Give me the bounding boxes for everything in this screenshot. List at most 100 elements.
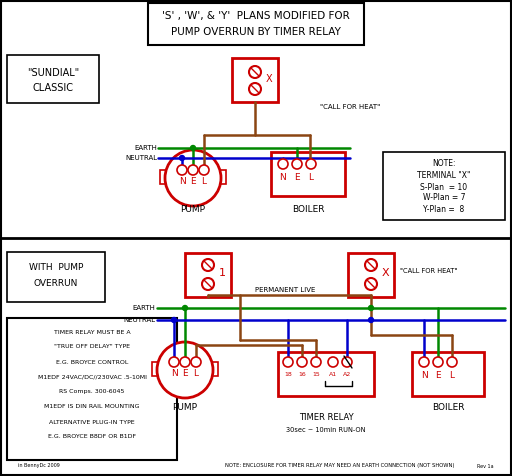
Bar xyxy=(148,3,364,45)
Text: M1EDF IS DIN RAIL MOUNTING: M1EDF IS DIN RAIL MOUNTING xyxy=(44,405,140,409)
Circle shape xyxy=(177,165,187,175)
Text: in BennyDc 2009: in BennyDc 2009 xyxy=(18,464,60,468)
Circle shape xyxy=(433,357,443,367)
Circle shape xyxy=(419,357,429,367)
Text: S-Plan  = 10: S-Plan = 10 xyxy=(420,182,467,191)
Text: E: E xyxy=(435,371,441,380)
Text: 'S' , 'W', & 'Y'  PLANS MODIFIED FOR: 'S' , 'W', & 'Y' PLANS MODIFIED FOR xyxy=(162,11,350,21)
Text: "CALL FOR HEAT": "CALL FOR HEAT" xyxy=(400,268,457,274)
Text: EARTH: EARTH xyxy=(134,145,157,151)
Text: ALTERNATIVE PLUG-IN TYPE: ALTERNATIVE PLUG-IN TYPE xyxy=(49,419,135,425)
Text: TIMER RELAY MUST BE A: TIMER RELAY MUST BE A xyxy=(54,329,131,335)
Text: NEUTRAL: NEUTRAL xyxy=(125,155,157,161)
Circle shape xyxy=(369,317,373,323)
Text: A1: A1 xyxy=(329,371,337,377)
Text: NOTE: ENCLOSURE FOR TIMER RELAY MAY NEED AN EARTH CONNECTION (NOT SHOWN): NOTE: ENCLOSURE FOR TIMER RELAY MAY NEED… xyxy=(225,464,455,468)
Text: N: N xyxy=(179,178,185,187)
Circle shape xyxy=(311,357,321,367)
Text: CLASSIC: CLASSIC xyxy=(32,83,74,93)
Text: L: L xyxy=(450,371,455,380)
Bar xyxy=(348,253,394,297)
Circle shape xyxy=(365,259,377,271)
Text: TERMINAL "X": TERMINAL "X" xyxy=(417,170,471,179)
Bar xyxy=(278,352,374,396)
Text: WITH  PUMP: WITH PUMP xyxy=(29,264,83,272)
Bar xyxy=(152,362,162,376)
Text: M1EDF 24VAC/DC//230VAC .5-10MI: M1EDF 24VAC/DC//230VAC .5-10MI xyxy=(37,375,146,379)
Circle shape xyxy=(283,357,293,367)
Circle shape xyxy=(165,150,221,206)
Text: EARTH: EARTH xyxy=(132,305,155,311)
Circle shape xyxy=(278,159,288,169)
Circle shape xyxy=(182,306,187,310)
Circle shape xyxy=(306,159,316,169)
Circle shape xyxy=(249,66,261,78)
Circle shape xyxy=(199,165,209,175)
Text: X: X xyxy=(266,74,272,84)
Bar xyxy=(208,362,218,376)
Text: "SUNDIAL": "SUNDIAL" xyxy=(27,68,79,78)
Text: 30sec ~ 10min RUN-ON: 30sec ~ 10min RUN-ON xyxy=(286,427,366,433)
Text: PUMP: PUMP xyxy=(173,404,198,413)
Text: W-Plan = 7: W-Plan = 7 xyxy=(423,194,465,202)
Text: RS Comps. 300-6045: RS Comps. 300-6045 xyxy=(59,389,125,395)
Text: "TRUE OFF DELAY" TYPE: "TRUE OFF DELAY" TYPE xyxy=(54,345,130,349)
Text: NEUTRAL: NEUTRAL xyxy=(123,317,155,323)
Text: BOILER: BOILER xyxy=(432,404,464,413)
Text: X: X xyxy=(381,268,389,278)
Text: E.G. BROYCE B8DF OR B1DF: E.G. BROYCE B8DF OR B1DF xyxy=(48,435,136,439)
Text: BOILER: BOILER xyxy=(292,206,324,215)
Text: 16: 16 xyxy=(298,371,306,377)
Text: A2: A2 xyxy=(343,371,351,377)
Text: 15: 15 xyxy=(312,371,320,377)
Bar xyxy=(232,58,278,102)
Circle shape xyxy=(249,83,261,95)
Text: E: E xyxy=(182,369,188,378)
Text: PERMANENT LIVE: PERMANENT LIVE xyxy=(255,287,315,293)
Circle shape xyxy=(180,156,184,160)
Bar xyxy=(271,152,345,196)
Text: L: L xyxy=(194,369,199,378)
Circle shape xyxy=(191,357,201,367)
Circle shape xyxy=(328,357,338,367)
Text: PUMP: PUMP xyxy=(181,206,205,215)
Circle shape xyxy=(190,146,196,150)
Circle shape xyxy=(342,357,352,367)
Circle shape xyxy=(157,342,213,398)
Circle shape xyxy=(297,357,307,367)
Circle shape xyxy=(169,357,179,367)
Text: PUMP OVERRUN BY TIMER RELAY: PUMP OVERRUN BY TIMER RELAY xyxy=(171,27,341,37)
Circle shape xyxy=(447,357,457,367)
Bar xyxy=(160,170,170,184)
Bar xyxy=(185,253,231,297)
Circle shape xyxy=(292,159,302,169)
Text: E: E xyxy=(294,173,300,182)
Text: Y-Plan =  8: Y-Plan = 8 xyxy=(423,205,464,214)
Circle shape xyxy=(180,357,190,367)
Text: TIMER RELAY: TIMER RELAY xyxy=(298,414,353,423)
Text: N: N xyxy=(421,371,428,380)
Text: 18: 18 xyxy=(284,371,292,377)
Text: N: N xyxy=(280,173,286,182)
Bar xyxy=(412,352,484,396)
Text: L: L xyxy=(202,178,206,187)
Text: N: N xyxy=(170,369,177,378)
Bar xyxy=(7,318,177,460)
Bar xyxy=(216,170,226,184)
Bar xyxy=(7,55,99,103)
Bar xyxy=(7,252,105,302)
Circle shape xyxy=(365,278,377,290)
Text: OVERRUN: OVERRUN xyxy=(34,279,78,288)
Bar xyxy=(383,152,505,220)
Text: Rev 1a: Rev 1a xyxy=(477,464,494,468)
Circle shape xyxy=(202,259,214,271)
Text: E.G. BROYCE CONTROL: E.G. BROYCE CONTROL xyxy=(56,359,128,365)
Circle shape xyxy=(172,317,177,323)
Circle shape xyxy=(188,165,198,175)
Circle shape xyxy=(369,306,373,310)
Circle shape xyxy=(202,278,214,290)
Text: E: E xyxy=(190,178,196,187)
Text: L: L xyxy=(309,173,313,182)
Text: NOTE:: NOTE: xyxy=(432,159,456,169)
Text: "CALL FOR HEAT": "CALL FOR HEAT" xyxy=(320,104,380,110)
